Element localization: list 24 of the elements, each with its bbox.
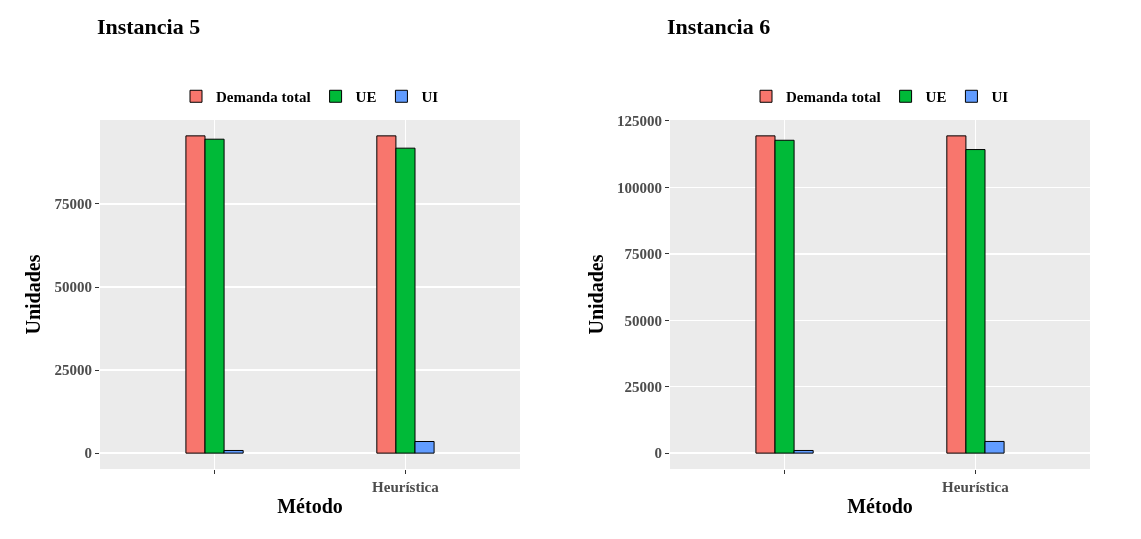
y-tick-label: 100000 (617, 179, 662, 196)
legend-label: UI (991, 89, 1009, 106)
y-tick-label: 75000 (54, 196, 92, 213)
x-tick-label: Heurística (942, 479, 1010, 495)
legend-label: UE (925, 89, 947, 106)
y-tick-label: 125000 (617, 113, 662, 130)
y-tick-label: 25000 (54, 362, 92, 379)
y-axis-title: Unidades (22, 254, 44, 335)
x-tick-label: Heurística (372, 479, 440, 495)
x-axis-title: Método (847, 494, 913, 517)
chart-title: Instancia 6 (666, 14, 771, 40)
legend-label: Demanda total (216, 89, 311, 106)
legend-label: UE (355, 89, 377, 106)
y-axis-title: Unidades (584, 254, 607, 335)
y-tick-label: 75000 (624, 246, 662, 263)
y-tick-label: 50000 (624, 312, 662, 329)
y-tick-label: 0 (654, 445, 662, 462)
legend-label: UI (421, 89, 439, 106)
y-tick-label: 0 (84, 445, 92, 462)
y-tick-label: 25000 (624, 378, 662, 395)
legend-label: Demanda total (786, 89, 881, 106)
chart-title: Instancia 5 (96, 14, 201, 40)
x-axis-title: Método (277, 494, 343, 517)
y-tick-label: 50000 (54, 279, 92, 296)
